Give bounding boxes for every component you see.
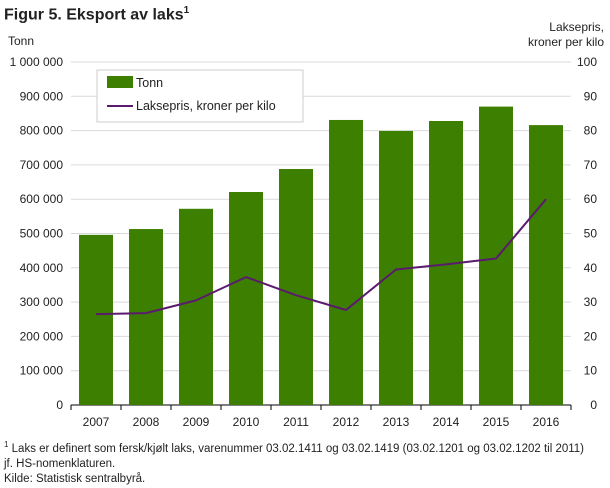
footnote-continuation: jf. HS-nomenklaturen. — [4, 457, 116, 470]
y-left-tick-label: 0 — [56, 398, 63, 412]
x-tick-label: 2013 — [383, 415, 410, 429]
y-right-tick-label: 10 — [584, 364, 598, 378]
y-left-tick-label: 500 000 — [20, 227, 64, 241]
x-tick-label: 2009 — [183, 415, 210, 429]
y-right-tick-label: 60 — [584, 192, 598, 206]
y-left-tick-label: 700 000 — [20, 158, 64, 172]
bar — [279, 169, 313, 405]
y-right-axis-label: Laksepris, — [549, 20, 604, 34]
x-tick-label: 2016 — [533, 415, 560, 429]
footnote-text: Laks er definert som fersk/kjølt laks, v… — [8, 442, 585, 455]
y-right-axis-label: kroner per kilo — [528, 35, 604, 49]
source-note: Kilde: Statistisk sentralbyrå. — [4, 472, 146, 485]
x-tick-label: 2008 — [133, 415, 160, 429]
footnotes: 1 Laks er definert som fersk/kjølt laks,… — [4, 437, 608, 487]
y-left-tick-label: 800 000 — [20, 124, 64, 138]
x-tick-label: 2010 — [233, 415, 260, 429]
y-right-tick-label: 70 — [584, 158, 598, 172]
chart-title: Figur 5. Eksport av laks1 — [4, 5, 189, 24]
y-left-tick-label: 200 000 — [20, 329, 64, 343]
chart-title-text: Figur 5. Eksport av laks — [4, 6, 184, 24]
x-tick-label: 2012 — [333, 415, 360, 429]
y-left-axis-label: Tonn — [8, 34, 34, 48]
legend-label-tonn: Tonn — [136, 76, 163, 90]
y-left-tick-label: 300 000 — [20, 295, 64, 309]
x-tick-label: 2011 — [283, 415, 309, 429]
y-left-tick-label: 600 000 — [20, 192, 64, 206]
x-tick-label: 2015 — [483, 415, 510, 429]
price-line — [95, 198, 547, 316]
footnote-mark: 1 — [4, 440, 9, 449]
legend-swatch-tonn — [107, 76, 133, 88]
y-right-tick-label: 80 — [584, 124, 598, 138]
bar — [79, 234, 113, 405]
bar — [229, 191, 263, 405]
y-right-tick-label: 20 — [584, 329, 598, 343]
y-left-tick-label: 1 000 000 — [10, 55, 64, 69]
y-right-tick-label: 90 — [584, 89, 598, 103]
y-right-tick-label: 0 — [590, 398, 597, 412]
y-right-tick-label: 30 — [584, 295, 598, 309]
footnote-1: 1 Laks er definert som fersk/kjølt laks,… — [4, 437, 608, 457]
y-left-tick-label: 100 000 — [20, 364, 64, 378]
x-tick-label: 2014 — [433, 415, 460, 429]
y-right-tick-label: 50 — [584, 227, 598, 241]
y-right-tick-label: 40 — [584, 261, 598, 275]
bar — [529, 125, 563, 405]
bar — [129, 229, 163, 405]
x-tick-label: 2007 — [83, 415, 110, 429]
bar — [329, 119, 363, 405]
legend-label-laksepris: Laksepris, kroner per kilo — [136, 99, 276, 113]
chart: 0 100 000 200 000 300 000 400 000 500 000 600 … — [8, 20, 604, 429]
y-left-tick-label: 900 000 — [20, 89, 64, 103]
y-left-tick-label: 400 000 — [20, 261, 64, 275]
bar — [479, 106, 513, 405]
y-right-tick-label: 100 — [577, 55, 597, 69]
bar — [179, 208, 213, 405]
title-footnote-mark: 1 — [183, 5, 190, 16]
